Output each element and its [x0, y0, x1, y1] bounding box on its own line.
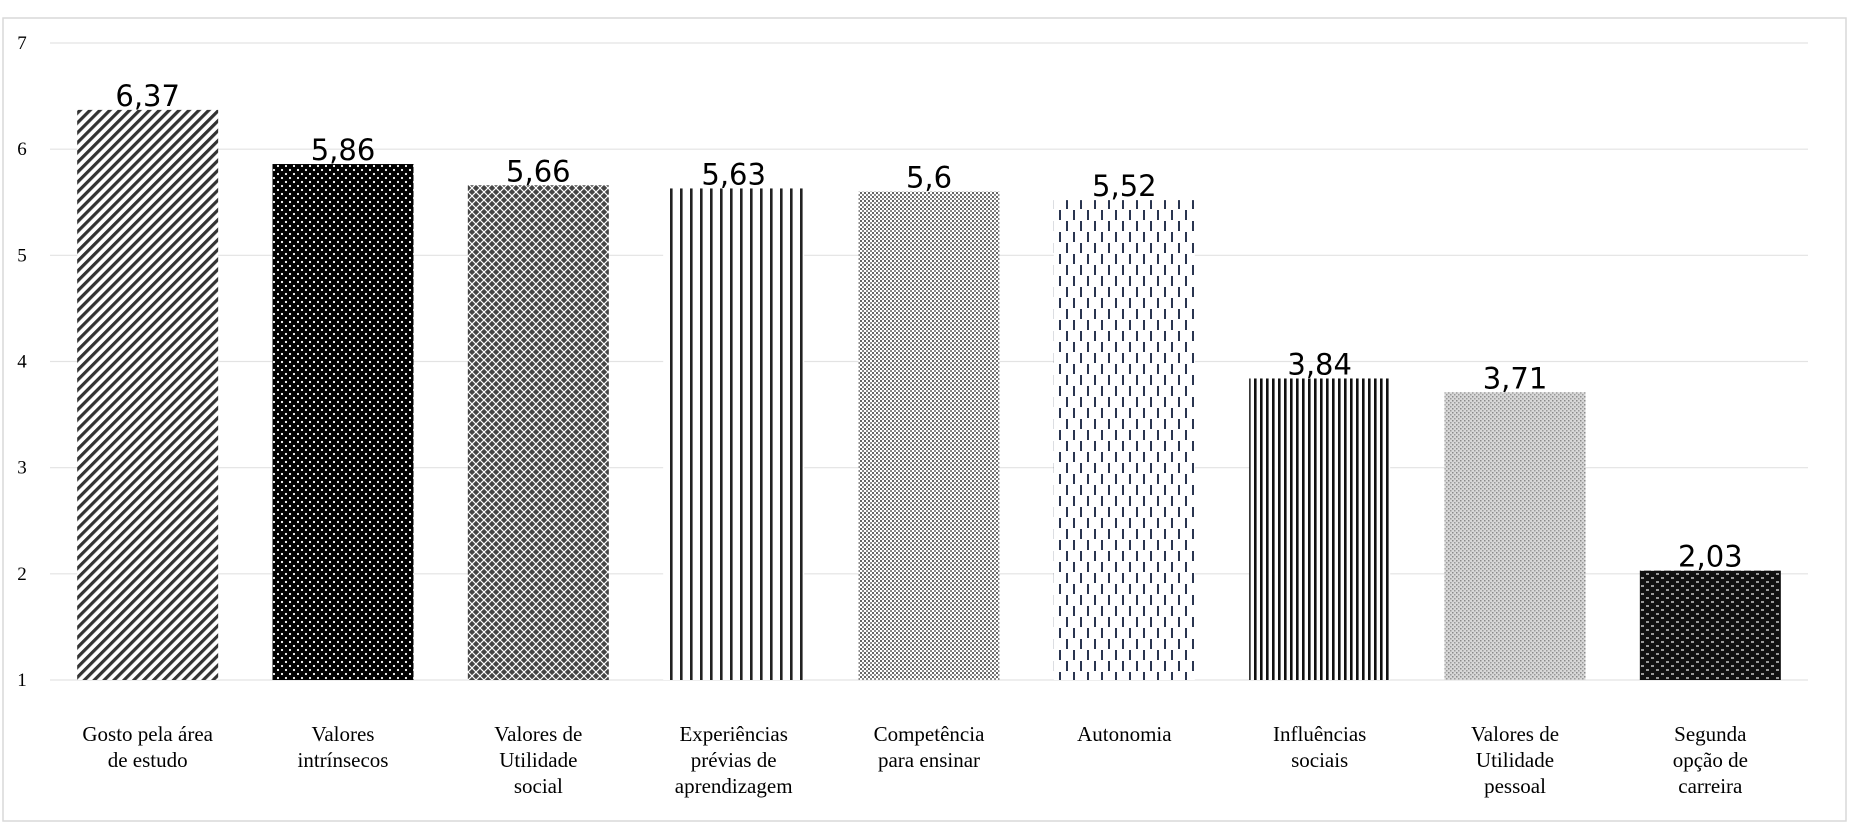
y-tick-label: 1 [17, 670, 27, 691]
data-label: 3,71 [1483, 361, 1548, 395]
data-labels: 6,37 5,86 5,66 5,63 5,6 5,52 3,84 3,71 2,03 [115, 79, 1742, 574]
bars [77, 109, 1781, 681]
bar [1249, 378, 1391, 680]
bar [272, 164, 414, 680]
x-tick-label: Influências sociais [1273, 722, 1366, 772]
bar [1053, 200, 1195, 681]
data-label: 6,37 [115, 79, 180, 113]
x-tick-label: Valores de Utilidade pessoal [1471, 722, 1559, 798]
y-tick-label: 5 [17, 245, 27, 266]
y-tick-label: 3 [17, 458, 27, 479]
data-label: 5,6 [906, 161, 952, 195]
x-tick-label: Autonomia [1077, 722, 1172, 746]
x-tick-label: Competência para ensinar [874, 722, 985, 772]
y-tick-label: 4 [17, 352, 27, 373]
data-label: 2,03 [1678, 540, 1743, 574]
x-tick-label: Valores de Utilidade social [494, 722, 582, 798]
x-tick-label: Segunda opção de carreira [1673, 722, 1748, 798]
bar [1444, 392, 1586, 680]
y-axis-tick-labels: 1 2 3 4 5 6 7 [17, 33, 27, 691]
data-label: 5,52 [1092, 169, 1157, 203]
y-tick-label: 6 [17, 139, 27, 160]
data-label: 3,84 [1287, 347, 1352, 381]
bar [663, 188, 805, 680]
y-tick-label: 7 [17, 33, 27, 54]
bar [858, 191, 1000, 680]
bar [77, 109, 219, 680]
x-axis-category-labels: Gosto pela área de estudo Valores intrínsec… [82, 722, 1748, 798]
data-label: 5,63 [701, 157, 766, 191]
data-label: 5,86 [311, 133, 376, 167]
data-label: 5,66 [506, 154, 571, 188]
bar [467, 185, 609, 680]
x-tick-label: Valores intrínsecos [298, 722, 389, 772]
x-tick-label: Experiências prévias de aprendizagem [675, 722, 793, 798]
y-tick-label: 2 [17, 564, 27, 585]
bar [1639, 570, 1781, 680]
x-tick-label: Gosto pela área de estudo [82, 722, 213, 772]
